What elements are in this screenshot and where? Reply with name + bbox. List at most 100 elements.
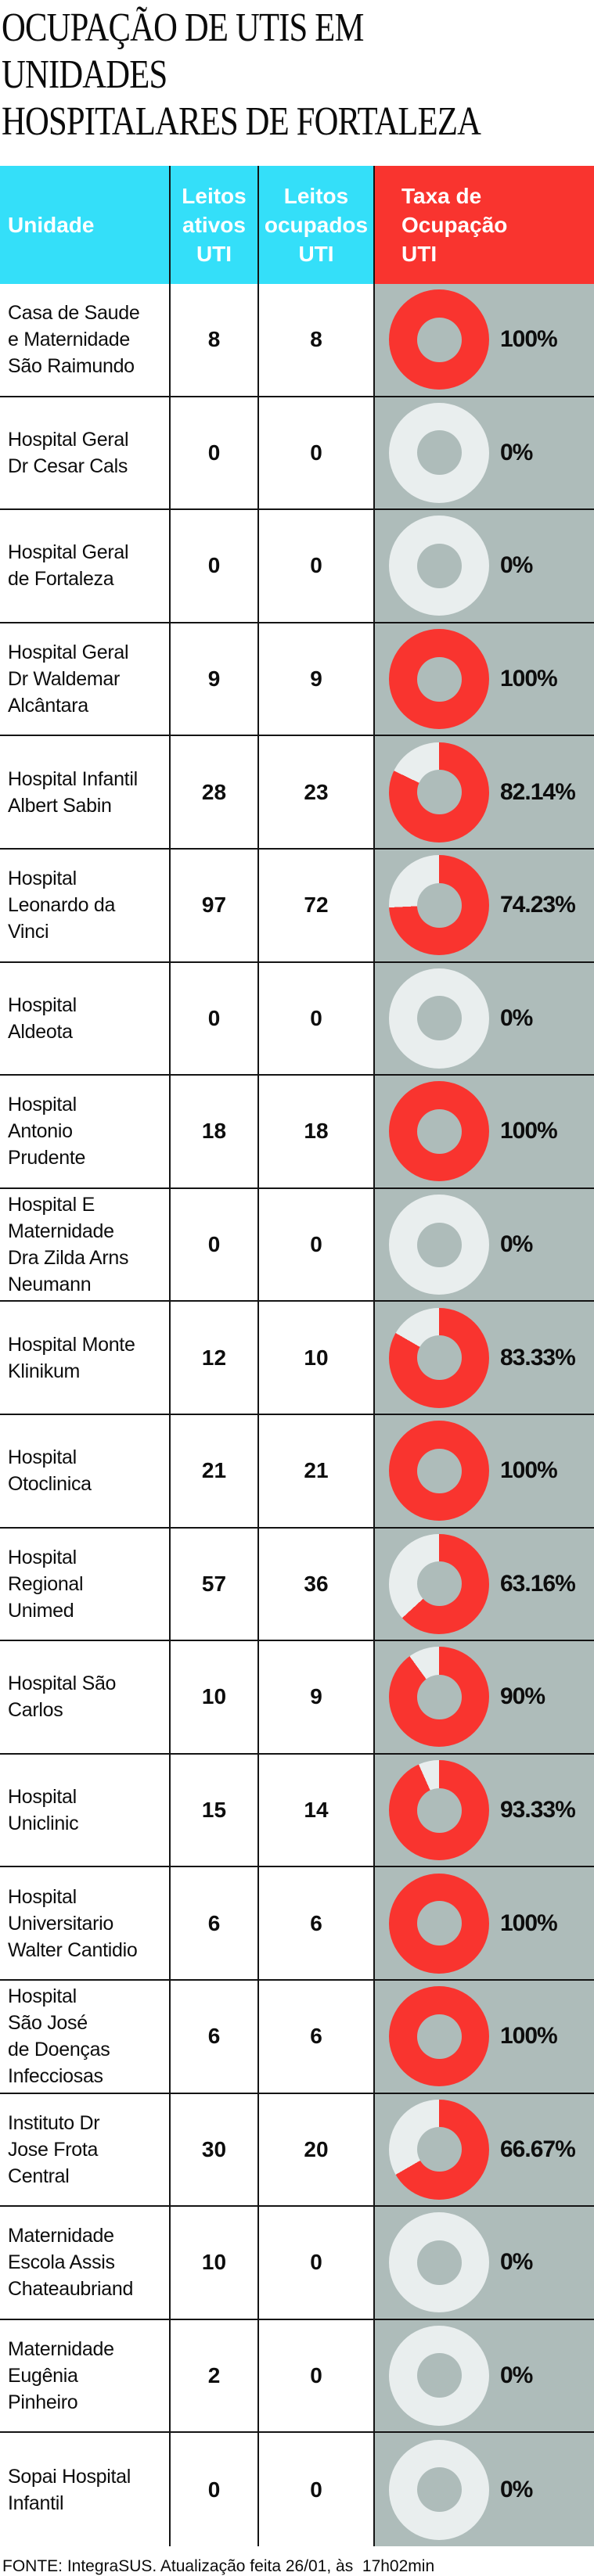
header-unidade: Unidade — [0, 166, 171, 284]
table-row: Hospital Antonio Prudente 18 18 100% — [0, 1076, 594, 1189]
hospital-name-cell: Hospital Geral de Fortaleza — [0, 510, 171, 622]
taxa-ocupacao-cell: 0% — [375, 2433, 594, 2546]
taxa-percent-label: 0% — [500, 1231, 533, 1258]
leitos-ocupados-cell: 10 — [259, 1302, 375, 1414]
leitos-ativos-cell: 15 — [171, 1754, 259, 1866]
taxa-ocupacao-cell: 100% — [375, 284, 594, 396]
leitos-ocupados-cell: 8 — [259, 284, 375, 396]
taxa-percent-label: 100% — [500, 1457, 558, 1484]
donut-chart — [389, 742, 489, 842]
leitos-ativos-cell: 0 — [171, 510, 259, 622]
donut-hole — [416, 2127, 462, 2172]
leitos-ocupados-cell: 6 — [259, 1980, 375, 2093]
table-body: Casa de Saude e Maternidade São Raimundo… — [0, 284, 594, 2546]
donut-chart — [389, 1647, 489, 1748]
hospital-name-cell: Hospital Antonio Prudente — [0, 1076, 171, 1187]
leitos-ativos-cell: 0 — [171, 2433, 259, 2546]
leitos-ativos-cell: 0 — [171, 962, 259, 1075]
header-leitos-ocupados: Leitos ocupados UTI — [259, 166, 375, 284]
leitos-ocupados-cell: 0 — [259, 2207, 375, 2319]
taxa-percent-label: 100% — [500, 1118, 558, 1144]
hospital-name-cell: Hospital São Carlos — [0, 1641, 171, 1753]
table-row: Hospital Uniclinic 15 14 93.33% — [0, 1754, 594, 1868]
donut-chart — [389, 1533, 489, 1634]
leitos-ativos-cell: 28 — [171, 736, 259, 848]
leitos-ativos-cell: 0 — [171, 397, 259, 509]
taxa-ocupacao-cell: 0% — [375, 510, 594, 622]
leitos-ocupados-cell: 23 — [259, 736, 375, 848]
donut-chart — [389, 2212, 489, 2313]
table-row: Hospital E Maternidade Dra Zilda Arns Ne… — [0, 1188, 594, 1302]
donut-chart — [389, 289, 489, 390]
leitos-ativos-cell: 0 — [171, 1188, 259, 1301]
taxa-percent-label: 100% — [500, 326, 558, 353]
leitos-ativos-cell: 97 — [171, 849, 259, 961]
taxa-percent-label: 90% — [500, 1683, 545, 1710]
source-note: FONTE: IntegraSUS. Atualização feita 26/… — [2, 2556, 435, 2575]
leitos-ocupados-cell: 0 — [259, 1188, 375, 1301]
leitos-ocupados-cell: 20 — [259, 2093, 375, 2206]
donut-chart — [389, 1986, 489, 2087]
donut-hole — [416, 2014, 462, 2059]
donut-hole — [416, 996, 462, 1041]
donut-hole — [416, 317, 462, 362]
taxa-percent-label: 100% — [500, 666, 558, 692]
taxa-ocupacao-cell: 100% — [375, 1414, 594, 1527]
leitos-ocupados-cell: 0 — [259, 962, 375, 1075]
taxa-percent-label: 100% — [500, 1910, 558, 1936]
taxa-percent-label: 100% — [500, 2023, 558, 2050]
taxa-percent-label: 74.23% — [500, 892, 576, 918]
taxa-ocupacao-cell: 0% — [375, 2207, 594, 2319]
donut-hole — [416, 1448, 462, 1493]
donut-hole — [416, 1901, 462, 1946]
donut-hole — [416, 543, 462, 588]
donut-chart — [389, 1081, 489, 1182]
table-row: Sopai Hospital Infantil 0 0 0% — [0, 2433, 594, 2546]
table-row: Hospital Aldeota 0 0 0% — [0, 962, 594, 1076]
donut-chart — [389, 2439, 489, 2540]
leitos-ativos-cell: 9 — [171, 623, 259, 735]
taxa-percent-label: 0% — [500, 2362, 533, 2388]
hospital-name-cell: Hospital Geral Dr Cesar Cals — [0, 397, 171, 509]
taxa-ocupacao-cell: 100% — [375, 1076, 594, 1187]
taxa-ocupacao-cell: 90% — [375, 1641, 594, 1753]
leitos-ocupados-cell: 21 — [259, 1414, 375, 1527]
taxa-percent-label: 63.16% — [500, 1570, 576, 1597]
table-row: Hospital Regional Unimed 57 36 63.16% — [0, 1528, 594, 1642]
hospital-name-cell: Hospital Geral Dr Waldemar Alcântara — [0, 623, 171, 735]
donut-chart — [389, 855, 489, 956]
leitos-ocupados-cell: 0 — [259, 510, 375, 622]
taxa-ocupacao-cell: 74.23% — [375, 849, 594, 961]
donut-hole — [416, 770, 462, 815]
taxa-percent-label: 83.33% — [500, 1344, 576, 1371]
leitos-ocupados-cell: 18 — [259, 1076, 375, 1187]
donut-chart — [389, 629, 489, 730]
hospital-name-cell: Instituto Dr Jose Frota Central — [0, 2093, 171, 2206]
leitos-ativos-cell: 21 — [171, 1414, 259, 1527]
leitos-ativos-cell: 57 — [171, 1528, 259, 1640]
taxa-percent-label: 82.14% — [500, 778, 576, 805]
taxa-ocupacao-cell: 100% — [375, 623, 594, 735]
leitos-ocupados-cell: 72 — [259, 849, 375, 961]
hospital-name-cell: Hospital Universitario Walter Cantidio — [0, 1867, 171, 1979]
taxa-ocupacao-cell: 82.14% — [375, 736, 594, 848]
table-row: Hospital Leonardo da Vinci 97 72 74.23% — [0, 849, 594, 963]
leitos-ativos-cell: 18 — [171, 1076, 259, 1187]
hospital-name-cell: Sopai Hospital Infantil — [0, 2433, 171, 2546]
hospital-name-cell: Hospital Otoclinica — [0, 1414, 171, 1527]
leitos-ocupados-cell: 0 — [259, 397, 375, 509]
donut-chart — [389, 1760, 489, 1861]
leitos-ativos-cell: 8 — [171, 284, 259, 396]
table-row: Hospital São Carlos 10 9 90% — [0, 1641, 594, 1755]
taxa-percent-label: 93.33% — [500, 1797, 576, 1823]
donut-hole — [416, 1108, 462, 1154]
donut-hole — [416, 430, 462, 476]
leitos-ocupados-cell: 0 — [259, 2433, 375, 2546]
donut-chart — [389, 2325, 489, 2426]
taxa-percent-label: 0% — [500, 2476, 533, 2502]
donut-hole — [416, 1222, 462, 1267]
hospital-name-cell: Hospital Leonardo da Vinci — [0, 849, 171, 961]
table-header-row: Unidade Leitos ativos UTI Leitos ocupado… — [0, 166, 594, 284]
donut-chart — [389, 968, 489, 1069]
table-row: Maternidade Eugênia Pinheiro 2 0 0% — [0, 2319, 594, 2434]
